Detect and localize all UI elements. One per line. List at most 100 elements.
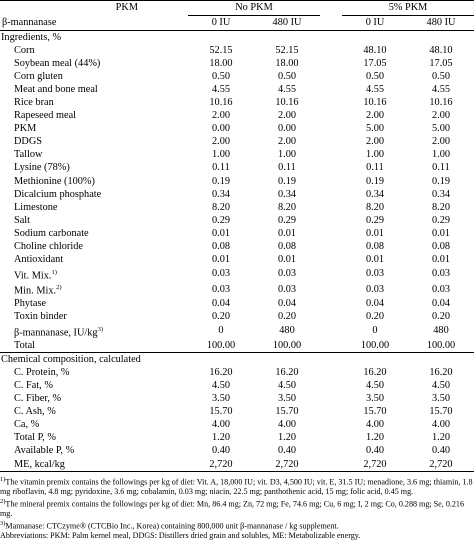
data-row: Limestone 8.20 8.20 8.20 8.20 (0, 201, 474, 214)
row-label-cell: Salt (0, 214, 178, 227)
value-cell: 0.01 (211, 227, 231, 239)
data-row: Corn 52.15 52.15 48.10 48.10 (0, 44, 474, 57)
footnote-text: Mannanase: CTCzyme® (CTCBio Inc., Korea)… (5, 521, 339, 531)
value-cell: 0.29 (365, 214, 385, 226)
value-cell: 2.00 (365, 136, 385, 148)
value-cell: 0.01 (365, 254, 385, 266)
value-cell: 4.50 (211, 379, 231, 391)
footnote-ref: 2) (56, 284, 62, 292)
value-cell: 0.08 (277, 241, 297, 253)
value-cell: 10.16 (275, 97, 299, 109)
row-label: C. Fat, % (14, 379, 53, 391)
data-row: Tallow 1.00 1.00 1.00 1.00 (0, 149, 474, 162)
abbreviations-text: Abbreviations: PKM: Palm kernel meal, DD… (0, 531, 361, 541)
row-label-cell: Ca, % (0, 419, 178, 432)
value-cell: 0.08 (365, 241, 385, 253)
value-cell: 0.11 (366, 162, 384, 174)
value-cell: 52.15 (275, 44, 299, 56)
value-cell: 0.34 (277, 188, 297, 200)
value-cell: 0.03 (431, 268, 451, 280)
group-header: 5% PKM (342, 0, 474, 16)
footnote-ref: 3) (97, 325, 104, 333)
data-row: Rapeseed meal 2.00 2.00 2.00 2.00 (0, 110, 474, 123)
value-cell: 16.20 (275, 366, 299, 378)
row-label-cell: Lysine (78%) (0, 162, 178, 175)
footnote: 3)Mannanase: CTCzyme® (CTCBio Inc., Kore… (0, 519, 474, 531)
footnote-text: The mineral premix contains the followin… (0, 499, 465, 519)
row-label: Toxin binder (14, 311, 67, 323)
value-cell: 2,720 (408, 457, 474, 473)
row-label: Meat and bone meal (14, 83, 98, 95)
row-label: ME, kcal/kg (14, 458, 65, 470)
footnote: 2)The mineral premix contains the follow… (0, 497, 474, 519)
value-cell: 2.00 (277, 110, 297, 122)
row-label: DDGS (14, 136, 43, 148)
value-cell: 5.00 (431, 123, 451, 135)
row-label: Ca, % (14, 419, 40, 431)
value-cell: 0 (372, 325, 378, 337)
value-cell: 5.00 (365, 123, 385, 135)
row-label-cell: Rice bran (0, 96, 178, 109)
row-label: Corn (14, 44, 35, 56)
value-cell: 16.20 (363, 366, 387, 378)
value-cell: 0.01 (431, 227, 451, 239)
value-cell: 2.00 (211, 110, 231, 122)
value-cell: 0.40 (431, 445, 451, 457)
data-row: Rice bran 10.16 10.16 10.16 10.16 (0, 96, 474, 109)
value-cell: 0.20 (277, 311, 297, 323)
value-cell: 100.00 (342, 339, 408, 354)
row-label-cell: C. Fiber, % (0, 393, 178, 406)
value-cell: 2.00 (431, 110, 451, 122)
data-row: Soybean meal (44%) 18.00 18.00 17.05 17.05 (0, 57, 474, 70)
value-cell: 10.16 (429, 97, 453, 109)
row-label: Choline chloride (14, 241, 83, 253)
data-row: Choline chloride 0.08 0.08 0.08 0.08 (0, 241, 474, 254)
row-label-cell: Corn gluten (0, 70, 178, 83)
row-label-cell: DDGS (0, 136, 178, 149)
row-label-cell: Meat and bone meal (0, 83, 178, 96)
value-cell: 0.03 (365, 268, 385, 280)
data-row: Methionine (100%) 0.19 0.19 0.19 0.19 (0, 175, 474, 188)
value-cell: 0.29 (211, 214, 231, 226)
value-cell: 4.50 (365, 379, 385, 391)
value-cell: 0.03 (211, 268, 231, 280)
data-row: C. Ash, % 15.70 15.70 15.70 15.70 (0, 406, 474, 419)
row-label: Min. Mix. (14, 285, 57, 297)
value-cell: 0.01 (277, 254, 297, 266)
data-row: Corn gluten 0.50 0.50 0.50 0.50 (0, 70, 474, 83)
data-row: C. Fat, % 4.50 4.50 4.50 4.50 (0, 379, 474, 392)
value-cell: 0.01 (277, 227, 297, 239)
value-cell: 0.08 (211, 241, 231, 253)
subheader: 0 IU (188, 15, 254, 31)
value-cell: 4.55 (431, 83, 451, 95)
data-row: Min. Mix.2) 0.03 0.03 0.03 0.03 (0, 282, 474, 297)
value-cell: 2.00 (431, 136, 451, 148)
value-cell: 0.29 (431, 214, 451, 226)
row-label-cell: Available P, % (0, 445, 178, 458)
value-cell: 8.20 (431, 201, 451, 213)
value-cell: 1.00 (211, 149, 231, 161)
value-cell: 18.00 (209, 57, 233, 69)
value-cell: 0.04 (277, 298, 297, 310)
footnote-marker: 1) (0, 476, 6, 484)
value-cell: 4.00 (277, 419, 297, 431)
footnote: 1)The vitamin premix contains the follow… (0, 475, 474, 497)
value-cell: 4.50 (277, 379, 297, 391)
row-label: Antioxidant (14, 254, 64, 266)
value-cell: 48.10 (363, 44, 387, 56)
row-label: PKM (14, 123, 37, 135)
value-cell: 15.70 (275, 406, 299, 418)
value-cell: 0.04 (211, 298, 231, 310)
row-label: Phytase (14, 298, 47, 310)
diet-table: PKM No PKM 5% PKM β-mannanase 0 IU 480 I… (0, 0, 474, 473)
value-cell: 0.34 (365, 188, 385, 200)
data-row: C. Protein, % 16.20 16.20 16.20 16.20 (0, 366, 474, 379)
row-label-cell: Total (0, 339, 178, 354)
value-cell: 3.50 (365, 393, 385, 405)
value-cell: 2,720 (188, 457, 254, 473)
value-cell: 0.50 (365, 70, 385, 82)
value-cell: 48.10 (429, 44, 453, 56)
value-cell: 2,720 (342, 457, 408, 473)
data-row: Ca, % 4.00 4.00 4.00 4.00 (0, 419, 474, 432)
value-cell: 4.55 (211, 83, 231, 95)
